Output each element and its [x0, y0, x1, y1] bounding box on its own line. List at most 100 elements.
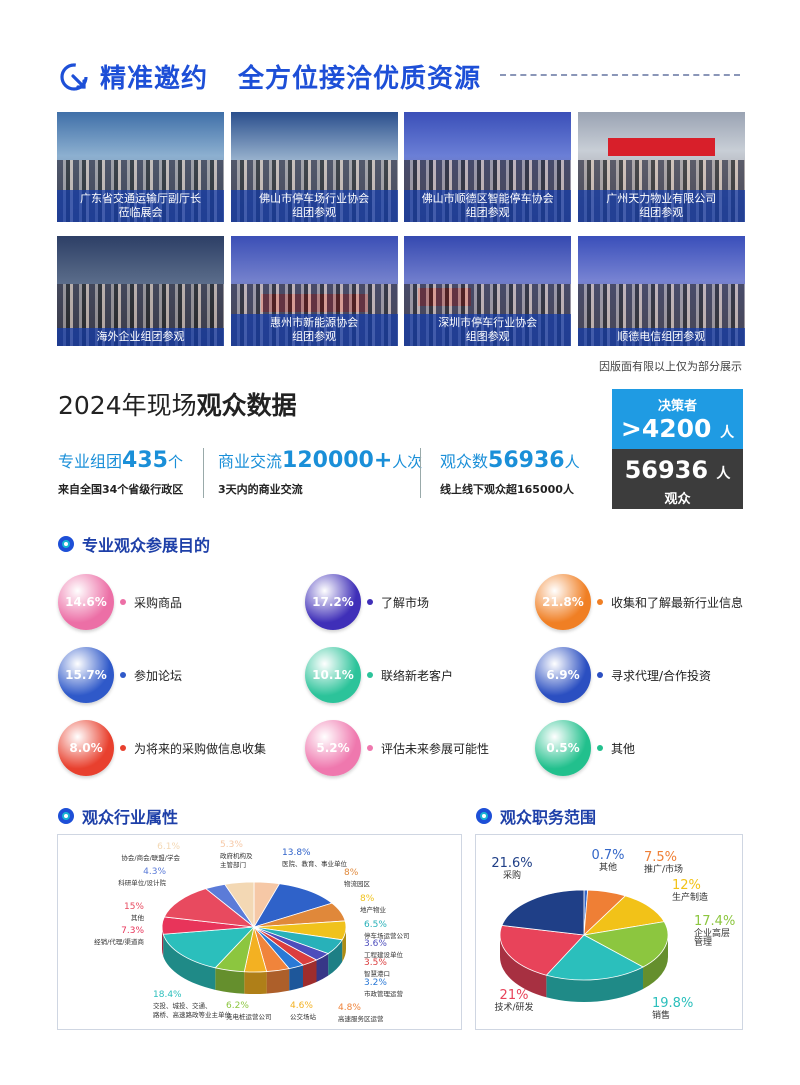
pie-slice-side [302, 960, 317, 988]
pie-slice [499, 925, 585, 976]
purpose-percent-circle: 14.6% [58, 574, 114, 630]
pie-category-label: 管理 [694, 936, 712, 948]
pie-value-label: 8% [344, 868, 359, 878]
pie-value-label: 6.1% [157, 842, 180, 852]
pie-category-label: 采购 [503, 869, 521, 881]
industry-section-title: 观众行业属性 [58, 804, 178, 828]
purpose-item: 14.6% 采购商品 [58, 574, 182, 630]
photo-tile: 深圳市停车行业协会 组图参观 [404, 236, 572, 346]
purpose-percent-circle: 17.2% [305, 574, 361, 630]
pie-category-label: 其他 [131, 913, 145, 922]
pie-slice-side [643, 935, 668, 990]
pie-value-label: 18.4% [153, 990, 182, 1000]
pie-value-label: 13.8% [282, 848, 311, 858]
photo-caption: 顺德电信组团参观 [577, 328, 745, 346]
photo-caption: 广州天力物业有限公司 组团参观 [577, 190, 745, 222]
purpose-item: 21.8% 收集和了解最新行业信息 [535, 574, 743, 630]
pie-category-label: 智慧港口 [364, 969, 390, 978]
purpose-label: 采购商品 [134, 595, 183, 610]
pie-category-label: 主管部门 [220, 860, 246, 869]
pie-category-label: 推广/市场 [644, 863, 683, 875]
purpose-item: 15.7% 参加论坛 [58, 647, 182, 703]
role-chart-box: 0.7% 其他 7.5% 推广/市场 12% 生产制造 17.4% 企业高层 管理 19.8% 销售… [475, 834, 743, 1030]
pie-slice [582, 895, 665, 936]
purpose-label: 了解市场 [381, 595, 430, 610]
pie-value-label: 5.3% [220, 840, 243, 850]
pie-category-label: 停车场运营公司 [364, 931, 410, 940]
purpose-label: 收集和了解最新行业信息 [611, 595, 744, 610]
purpose-label: 其他 [611, 741, 636, 756]
pie-value-label: 3.2% [364, 978, 387, 988]
pie-slice-side [163, 934, 216, 990]
pie-value-label: 4.3% [143, 867, 166, 877]
photo-grid: 广东省交通运输厅副厅长 莅临展会 佛山市停车场行业协会 组团参观 佛山市顺德区智能停… [57, 112, 745, 346]
photo-tile: 顺德电信组团参观 [577, 236, 745, 346]
photo-tile: 广东省交通运输厅副厅长 莅临展会 [57, 112, 224, 222]
pie-category-label: 公交场站 [290, 1012, 317, 1021]
pie-slice-side [342, 927, 346, 962]
purpose-item: 5.2% 评估未来参展可能性 [305, 720, 489, 776]
pie-category-label: 市政管理运营 [364, 989, 404, 998]
photo-tile: 佛山市停车场行业协会 组团参观 [230, 112, 398, 222]
pie-category-label: 路桥、高速路政等业主单位 [153, 1010, 232, 1019]
photo-banner [607, 138, 715, 156]
photo-tile: 佛山市顺德区智能停车协会 组团参观 [404, 112, 572, 222]
bullet-ring-icon [58, 808, 74, 824]
pie-category-label: 技术/研发 [494, 1001, 533, 1013]
stat-groups: 专业组团435个 来自全国34个省级行政区 [58, 448, 184, 496]
pie-category-label: 企业高层 [694, 927, 730, 939]
pie-slice [545, 934, 644, 981]
purpose-section-title: 专业观众参展目的 [58, 532, 210, 556]
pie-value-label: 8% [360, 894, 375, 904]
pie-value-label: 6.2% [226, 1001, 249, 1011]
purpose-dot [120, 672, 126, 678]
purpose-label: 为将来的采购做信息收集 [134, 741, 267, 756]
pie-value-label: 21% [500, 988, 529, 1003]
purpose-dot [597, 599, 603, 605]
photo-tile: 惠州市新能源协会 组团参观 [230, 236, 398, 346]
purpose-dot [120, 745, 126, 751]
pie-slice-side [289, 965, 303, 991]
pie-category-label: 高速服务区运营 [338, 1014, 384, 1023]
pie-slice [224, 881, 255, 929]
pie-category-label: 其他 [599, 861, 617, 873]
stat-visitors: 观众数56936人 线上线下观众超165000人 [440, 448, 580, 496]
pie-slice-side [215, 967, 245, 994]
pie-value-label: 19.8% [652, 996, 693, 1011]
purpose-label: 联络新老客户 [381, 668, 454, 683]
pie-category-label: 生产制造 [672, 891, 708, 903]
target-arrow-icon [60, 62, 88, 91]
purpose-dot [367, 672, 373, 678]
pie-slice [501, 889, 585, 936]
pie-value-label: 12% [672, 878, 701, 893]
pie-category-label: 科研单位/设计院 [118, 878, 166, 887]
pie-value-label: 15% [124, 902, 144, 912]
purpose-percent-circle: 8.0% [58, 720, 114, 776]
purpose-percent-circle: 5.2% [305, 720, 361, 776]
pie-category-label: 销售 [652, 1009, 670, 1021]
purpose-item: 17.2% 了解市场 [305, 574, 429, 630]
industry-chart-box: 5.3% 政府机构及 主管部门 13.8% 医院、教育、事业单位 8% 物流园区 8% 地产物业… [57, 834, 462, 1030]
stat-divider [420, 448, 421, 498]
purpose-label: 参加论坛 [134, 668, 183, 683]
role-section-title: 观众职务范围 [476, 804, 596, 828]
pie-slice [163, 888, 256, 928]
pie-value-label: 4.8% [338, 1003, 361, 1013]
pie-category-label: 交投、城投、交通、 [153, 1001, 212, 1010]
purpose-percent-circle: 15.7% [58, 647, 114, 703]
stat-business: 商业交流120000+人次 3天内的商业交流 [218, 448, 423, 496]
header-divider [500, 74, 740, 76]
photo-caption: 海外企业组团参观 [57, 328, 224, 346]
purpose-percent-circle: 0.5% [535, 720, 591, 776]
pie-category-label: 医院、教育、事业单位 [282, 859, 348, 868]
pie-value-label: 4.6% [290, 1001, 313, 1011]
industry-pie-chart: 5.3%政府机构及主管部门13.8%医院、教育、事业单位8%物流园区8%地产物业… [94, 840, 410, 1023]
photo-caption: 广东省交通运输厅副厅长 莅临展会 [57, 190, 224, 222]
purpose-dot [597, 745, 603, 751]
photo-caption: 深圳市停车行业协会 组图参观 [404, 314, 572, 346]
pie-category-label: 协会/商会/联盟/学会 [121, 853, 180, 862]
purpose-dot [367, 599, 373, 605]
pie-category-label: 物流园区 [344, 879, 371, 888]
purpose-label: 寻求代理/合作投资 [611, 668, 712, 683]
bullet-ring-icon [58, 536, 74, 552]
